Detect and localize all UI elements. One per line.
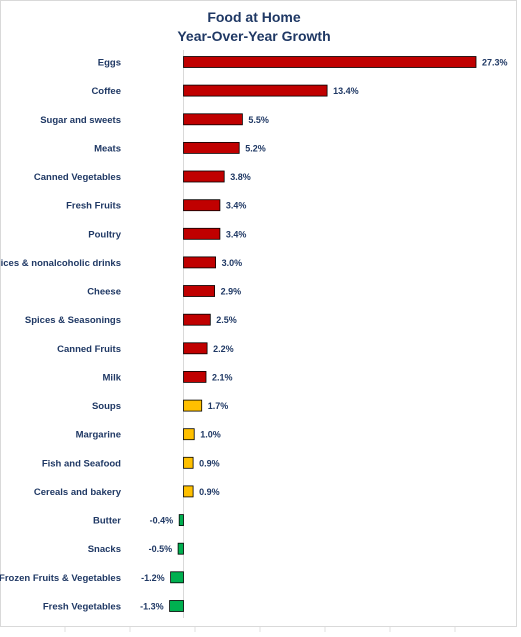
bar-9[interactable] (183, 313, 211, 326)
data-label: 2.2% (213, 344, 234, 354)
bar-19[interactable] (169, 600, 184, 612)
category-label: Margarine (76, 430, 121, 441)
data-label: 5.2% (245, 143, 266, 153)
category-label: Eggs (98, 58, 121, 69)
bar-4[interactable] (183, 170, 225, 183)
data-label: 5.5% (248, 115, 269, 125)
category-label: Fresh Fruits (66, 201, 121, 212)
data-label: 0.9% (199, 487, 220, 497)
category-label: Coffee (91, 86, 121, 97)
category-label: Frozen Fruits & Vegetables (0, 573, 121, 584)
data-label: 27.3% (482, 58, 508, 68)
bar-11[interactable] (183, 370, 207, 383)
category-label: Canned Vegetables (34, 172, 121, 183)
bar-15[interactable] (183, 485, 194, 498)
data-label: 3.4% (226, 229, 247, 239)
data-label: 13.4% (333, 86, 359, 96)
data-label: 3.8% (230, 172, 251, 182)
bar-8[interactable] (183, 285, 216, 297)
data-label: 3.4% (226, 201, 247, 211)
data-label: -0.4% (150, 516, 174, 526)
data-label: 1.7% (208, 401, 229, 411)
data-label: -1.2% (141, 573, 165, 583)
data-label: 3.0% (222, 258, 243, 268)
data-label: 2.9% (221, 287, 242, 297)
bar-13[interactable] (183, 428, 195, 441)
bar-10[interactable] (183, 342, 208, 355)
chart-subtitle: Year-Over-Year Growth (177, 28, 330, 44)
bar-12[interactable] (183, 399, 203, 412)
bar-16[interactable] (178, 514, 184, 526)
data-label: 0.9% (199, 458, 220, 468)
chart-area[interactable] (0, 0, 517, 627)
category-label: Soups (92, 401, 121, 412)
category-label: Canned Fruits (57, 344, 121, 355)
bar-14[interactable] (183, 456, 194, 469)
data-label: -1.3% (140, 602, 164, 612)
bar-1[interactable] (183, 84, 328, 97)
category-label: Meats (94, 143, 121, 154)
category-label: Snacks (88, 544, 121, 555)
category-label: Fresh Vegetables (43, 602, 121, 613)
category-label: Fish and Seafood (42, 458, 121, 469)
bar-17[interactable] (177, 542, 184, 555)
bar-18[interactable] (170, 571, 184, 584)
bar-5[interactable] (183, 199, 221, 212)
category-label: Cheese (87, 287, 121, 298)
bar-7[interactable] (183, 256, 216, 269)
bar-2[interactable] (183, 113, 243, 126)
data-label: 2.1% (212, 372, 233, 382)
chart-title: Food at Home (207, 9, 301, 25)
category-label: Cereals and bakery (34, 487, 122, 498)
data-label: -0.5% (149, 544, 173, 554)
bar-0[interactable] (183, 56, 477, 68)
category-label: Milk (103, 372, 122, 383)
category-label: Juices & nonalcoholic drinks (0, 258, 121, 269)
category-label: Poultry (88, 229, 121, 240)
category-label: Spices & Seasonings (25, 315, 121, 326)
data-label: 1.0% (200, 430, 221, 440)
bar-6[interactable] (183, 227, 221, 240)
bar-3[interactable] (183, 141, 240, 154)
category-label: Sugar and sweets (40, 115, 121, 126)
bar-chart: Food at Home Year-Over-Year Growth Eggs 2… (0, 9, 508, 618)
category-label: Butter (93, 516, 121, 527)
data-label: 2.5% (216, 315, 237, 325)
bars-group: Eggs 27.3% Coffee 13.4% Sugar and sweets 5.5%… (0, 50, 508, 618)
